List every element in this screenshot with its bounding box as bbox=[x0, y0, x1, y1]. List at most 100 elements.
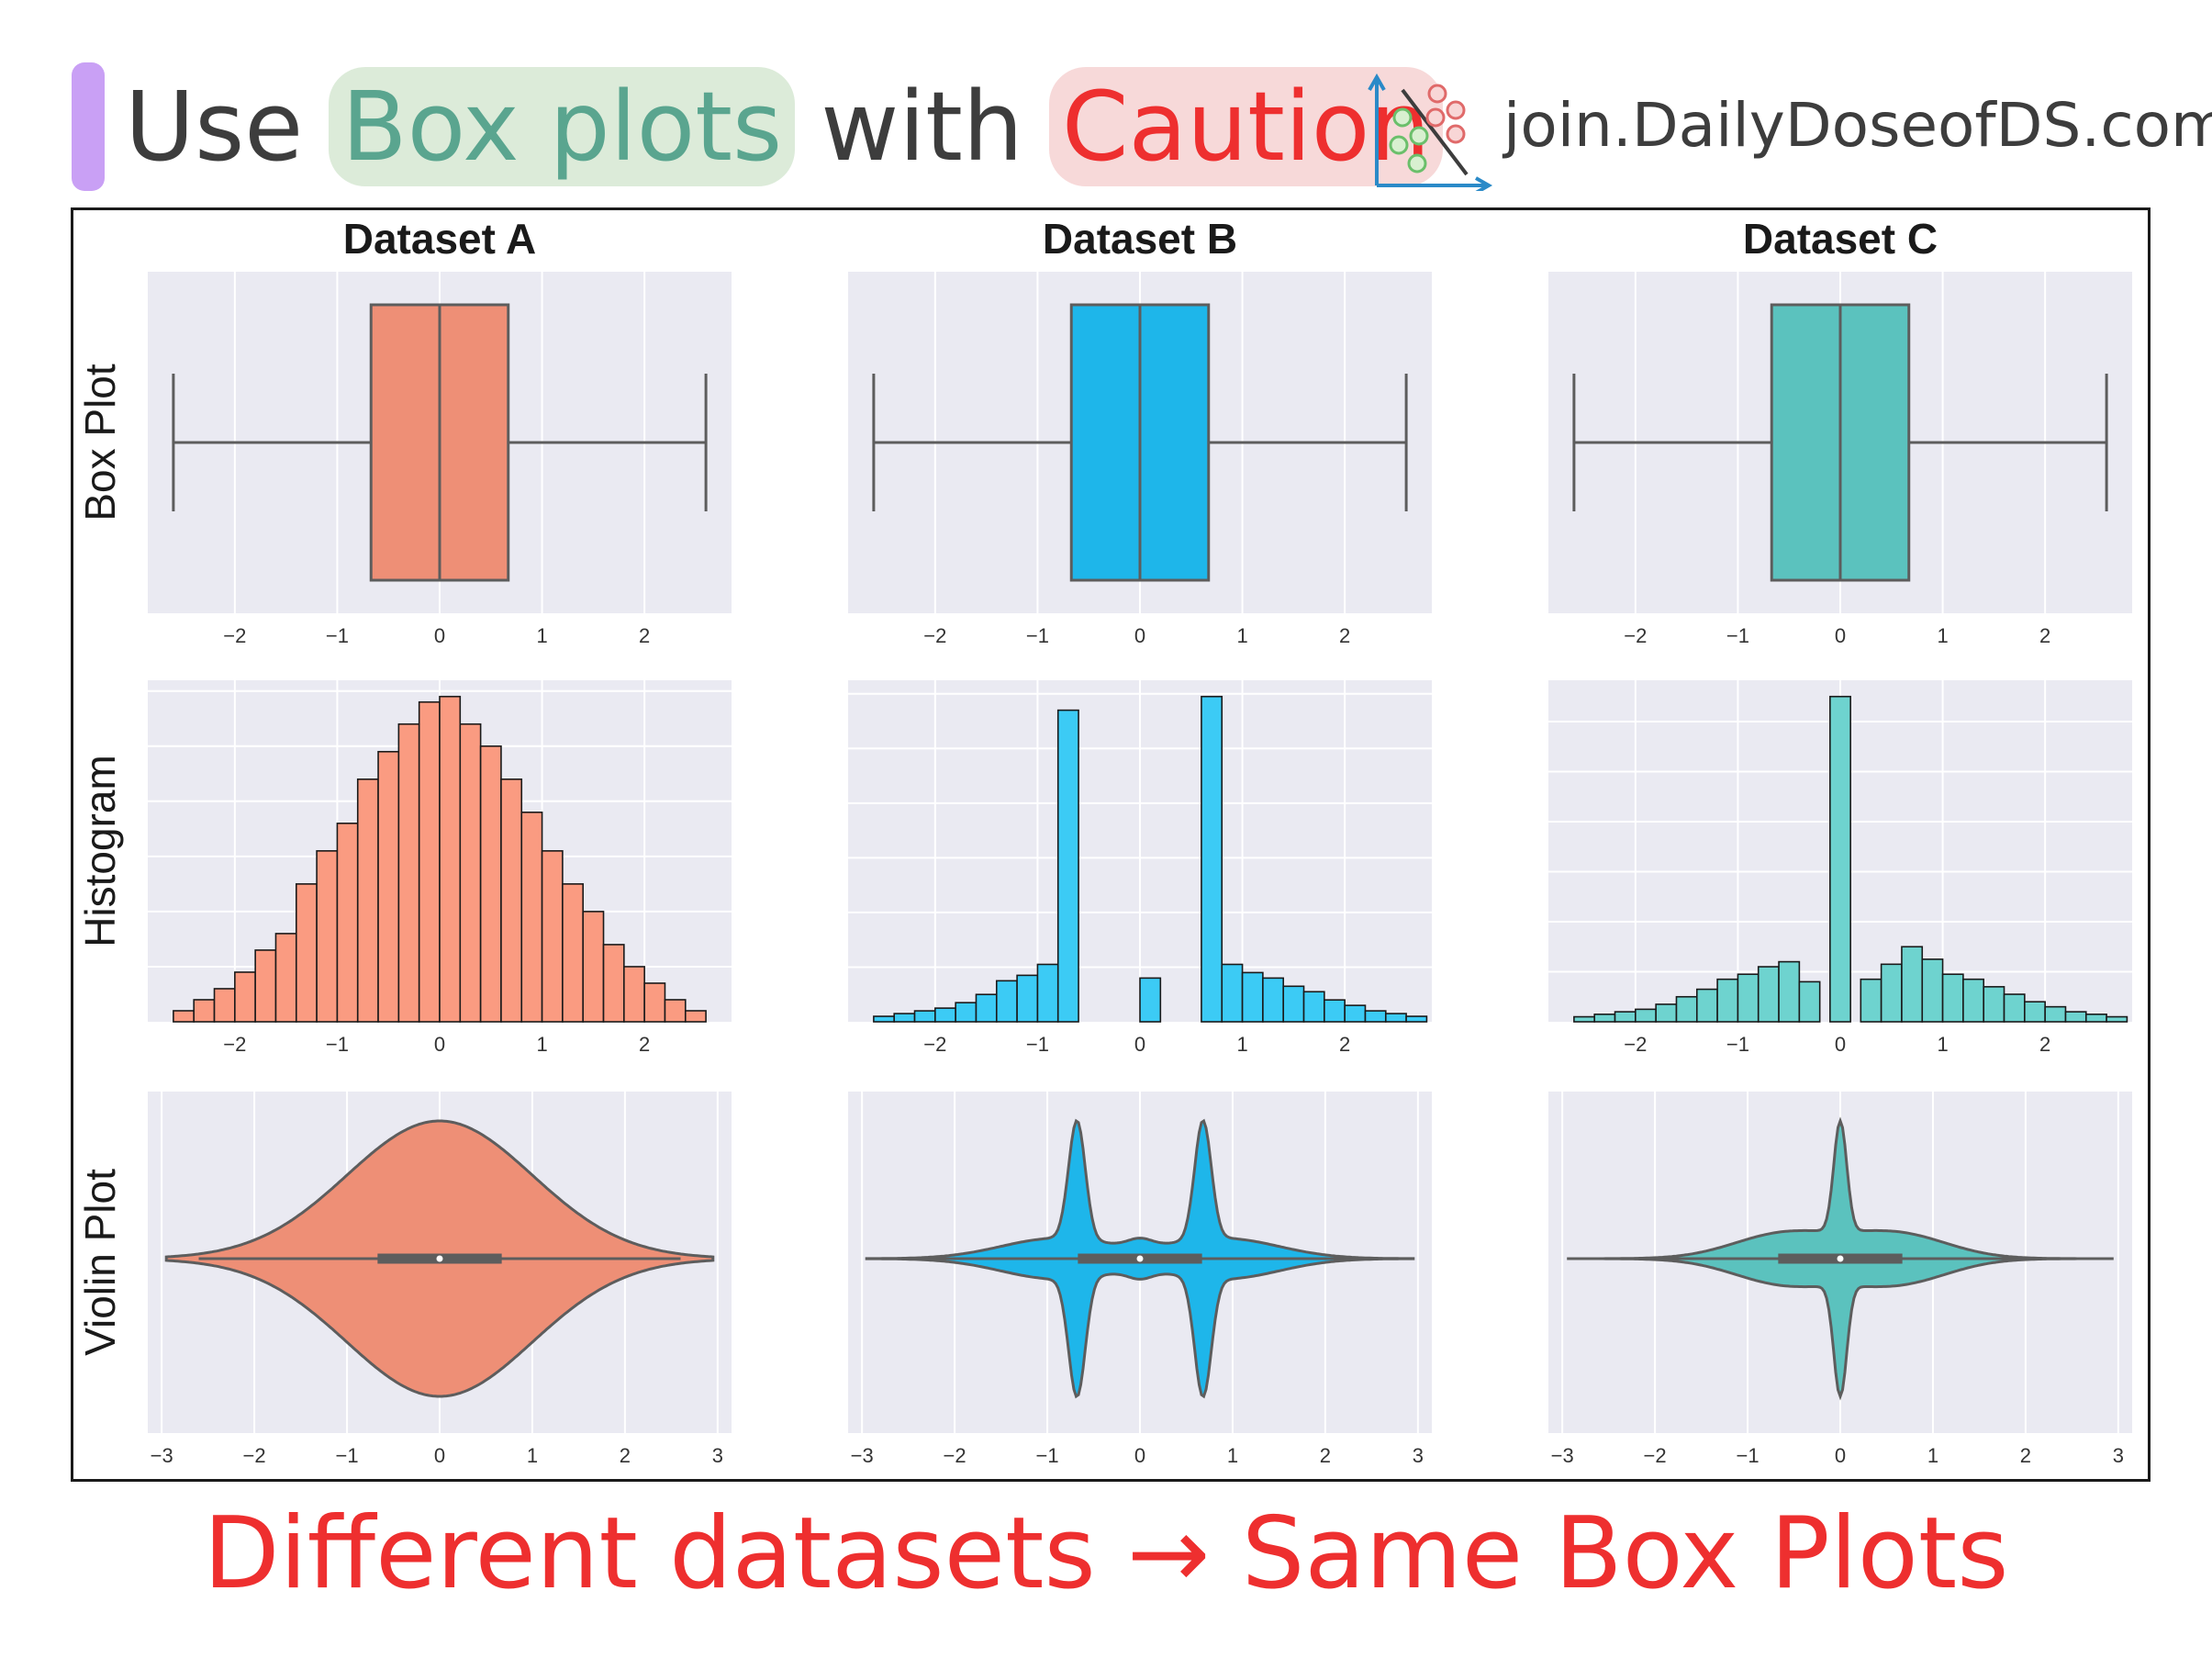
histogram-bar bbox=[1962, 978, 1985, 1023]
tick-label: −3 bbox=[151, 1444, 173, 1467]
tick-label: 1 bbox=[1236, 1033, 1247, 1056]
scatter-plot-logo-icon bbox=[1368, 73, 1493, 191]
tick-label: 0 bbox=[1835, 1444, 1846, 1467]
histogram-bar bbox=[1614, 1011, 1637, 1023]
histogram-bar bbox=[893, 1013, 916, 1023]
tick-label: 0 bbox=[434, 1444, 445, 1467]
histogram-bar bbox=[1221, 963, 1244, 1023]
histogram-bar bbox=[1983, 986, 2005, 1023]
row-label: Histogram bbox=[76, 755, 124, 947]
tick-label: −2 bbox=[223, 1033, 246, 1056]
histogram-bar bbox=[975, 993, 998, 1023]
tick-label: −2 bbox=[944, 1444, 966, 1467]
footer-caption: Different datasets → Same Box Plots bbox=[203, 1496, 2009, 1611]
histogram-bar bbox=[295, 883, 318, 1023]
tick-label: 1 bbox=[1236, 624, 1247, 647]
figure-grid: Box Plot Histogram Violin Plot Dataset A −2 −… bbox=[76, 215, 2132, 1467]
tick-label: −1 bbox=[1026, 1033, 1049, 1056]
histogram-bar bbox=[1901, 946, 1924, 1023]
histogram-bar bbox=[439, 695, 462, 1023]
histogram-bar bbox=[1778, 960, 1801, 1023]
tick-label: 1 bbox=[536, 1033, 547, 1056]
histogram-bar bbox=[1364, 1010, 1387, 1023]
histogram-bar bbox=[1344, 1004, 1367, 1023]
histogram-bar bbox=[1921, 958, 1944, 1023]
tick-label: −1 bbox=[1726, 1033, 1749, 1056]
histogram-bar bbox=[2106, 1015, 2128, 1023]
dataset-title: Dataset A bbox=[343, 215, 536, 263]
brand[interactable]: join.DailyDoseofDS.com bbox=[1366, 72, 2212, 191]
histogram-bar bbox=[234, 971, 256, 1023]
tick-label: 3 bbox=[712, 1444, 723, 1467]
histogram-bar bbox=[336, 823, 359, 1023]
histogram-bar bbox=[1655, 1003, 1678, 1023]
brand-url[interactable]: join.DailyDoseofDS.com bbox=[1503, 90, 2212, 161]
tick-label: 3 bbox=[2113, 1444, 2124, 1467]
histogram-bar bbox=[1829, 695, 1851, 1023]
tick-label: −1 bbox=[1737, 1444, 1760, 1467]
histogram-bar bbox=[2064, 1011, 2087, 1023]
histogram-bar bbox=[2044, 1005, 2067, 1023]
histogram-bar bbox=[213, 988, 236, 1023]
histogram-bar bbox=[1941, 973, 1964, 1023]
tick-label: −1 bbox=[326, 1033, 349, 1056]
histogram-bar bbox=[1016, 974, 1039, 1023]
tick-label: 1 bbox=[1927, 1444, 1938, 1467]
tick-label: 0 bbox=[1134, 1444, 1145, 1467]
tick-label: 2 bbox=[620, 1444, 631, 1467]
tick-label: 1 bbox=[1937, 624, 1948, 647]
histogram-bar bbox=[1716, 978, 1739, 1023]
tick-label: 3 bbox=[1413, 1444, 1424, 1467]
histogram-bar bbox=[2024, 1001, 2046, 1023]
headline: Use Box plots with Caution bbox=[125, 53, 1469, 200]
tick-label: 0 bbox=[434, 1033, 445, 1056]
tick-label: −3 bbox=[1551, 1444, 1574, 1467]
histogram-bar bbox=[1302, 991, 1325, 1023]
histogram-bar bbox=[1573, 1015, 1596, 1023]
histogram-bar bbox=[643, 982, 666, 1023]
tick-label: 2 bbox=[1339, 1033, 1350, 1056]
tick-label: −1 bbox=[1026, 624, 1049, 647]
histogram-bar bbox=[623, 966, 645, 1023]
histogram-bar bbox=[500, 778, 523, 1023]
tick-label: −2 bbox=[1644, 1444, 1667, 1467]
histogram-bar bbox=[582, 911, 605, 1023]
histogram-bar bbox=[1262, 977, 1285, 1023]
histogram-bar bbox=[1384, 1013, 1407, 1023]
histogram-bar bbox=[1593, 1014, 1616, 1023]
histogram-bar bbox=[356, 778, 379, 1023]
histogram-bar bbox=[254, 949, 277, 1023]
tick-label: 0 bbox=[1134, 1033, 1145, 1056]
histogram-bar bbox=[541, 850, 564, 1023]
tick-label: 1 bbox=[1227, 1444, 1238, 1467]
tick-label: −2 bbox=[923, 624, 946, 647]
histogram-bar bbox=[1241, 971, 1264, 1023]
histogram-bar bbox=[2003, 993, 2026, 1023]
histogram-bar bbox=[955, 1002, 978, 1023]
accent-bar bbox=[72, 62, 105, 191]
row-label: Violin Plot bbox=[76, 1169, 124, 1356]
histogram-bar bbox=[1201, 695, 1223, 1023]
tick-label: −1 bbox=[336, 1444, 359, 1467]
histogram-bar bbox=[873, 1015, 896, 1023]
histogram-bar bbox=[664, 999, 687, 1023]
row-label: Box Plot bbox=[76, 364, 124, 521]
tick-label: 0 bbox=[434, 624, 445, 647]
violin-median bbox=[1136, 1255, 1144, 1262]
tick-label: −2 bbox=[1624, 1033, 1647, 1056]
tick-label: 1 bbox=[536, 624, 547, 647]
histogram-bar bbox=[995, 980, 1018, 1023]
tick-label: 2 bbox=[2020, 1444, 2031, 1467]
histogram-bar bbox=[1139, 977, 1162, 1023]
violin-median bbox=[436, 1255, 443, 1262]
tick-label: 1 bbox=[527, 1444, 538, 1467]
tick-label: −2 bbox=[223, 624, 246, 647]
histogram-bar bbox=[562, 883, 585, 1023]
histogram-bar bbox=[1324, 999, 1346, 1023]
histogram-bar bbox=[459, 723, 482, 1023]
histogram-bar bbox=[1056, 709, 1079, 1023]
histogram-bar bbox=[1860, 978, 1882, 1023]
tick-label: 2 bbox=[1320, 1444, 1331, 1467]
tick-label: −1 bbox=[1726, 624, 1749, 647]
tick-label: −1 bbox=[326, 624, 349, 647]
